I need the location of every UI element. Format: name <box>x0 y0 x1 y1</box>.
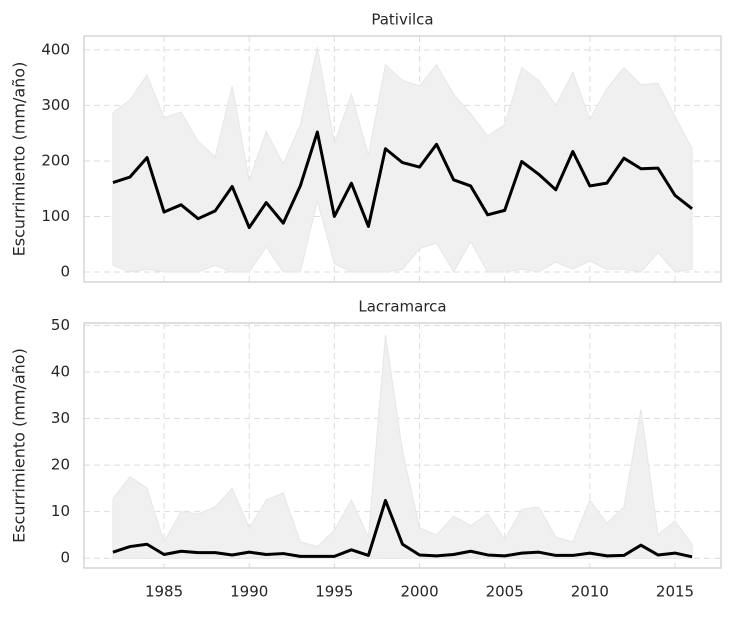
range-band <box>112 46 693 274</box>
x-tick-label: 1995 <box>315 583 353 601</box>
x-tick-label: 2005 <box>486 583 524 601</box>
y-tick-label: 10 <box>51 502 70 520</box>
y-axis-label: Escurrimiento (mm/año) <box>10 348 29 543</box>
mean-line <box>112 498 693 559</box>
range-band <box>112 334 693 559</box>
y-tick-label: 100 <box>41 207 70 225</box>
y-axis-label: Escurrimiento (mm/año) <box>10 62 29 257</box>
plot-frame <box>83 322 722 569</box>
y-tick-label: 40 <box>51 362 70 380</box>
x-tick-label: 2010 <box>571 583 609 601</box>
x-tick-label: 1985 <box>145 583 183 601</box>
y-tick-label: 20 <box>51 456 70 474</box>
subplot-title: Lacramarca <box>358 298 446 316</box>
y-tick-label: 300 <box>41 96 70 114</box>
y-tick-label: 400 <box>41 40 70 58</box>
x-tick-label: 2000 <box>400 583 438 601</box>
x-tick-label: 1990 <box>230 583 268 601</box>
subplot-title: Pativilca <box>371 11 433 29</box>
plot-frame <box>83 35 722 283</box>
y-tick-label: 30 <box>51 409 70 427</box>
mean-line <box>112 130 693 230</box>
x-tick-label: 2015 <box>656 583 694 601</box>
y-tick-label: 200 <box>41 151 70 169</box>
y-tick-label: 0 <box>60 549 70 567</box>
y-tick-label: 50 <box>51 316 70 334</box>
y-tick-label: 0 <box>60 263 70 281</box>
